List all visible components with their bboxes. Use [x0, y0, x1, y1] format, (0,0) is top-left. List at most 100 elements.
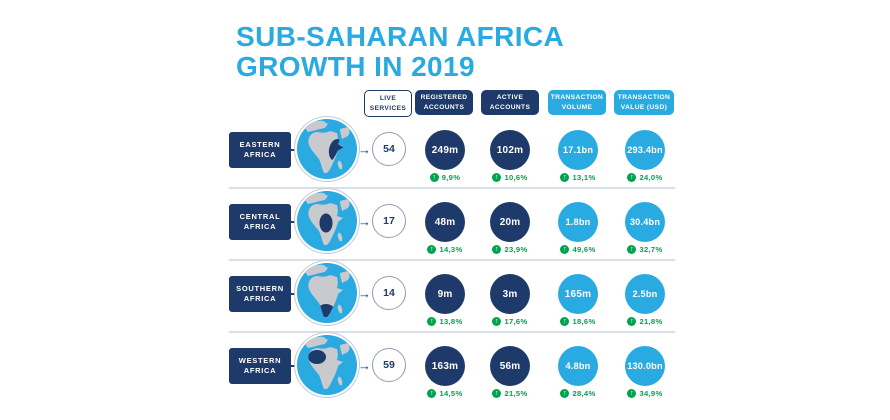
region-name-line: EASTERN — [239, 139, 281, 149]
growth-up-icon: ↑ — [627, 389, 637, 398]
value-growth: ↑ 21,8% — [613, 317, 677, 326]
growth-up-icon: ↑ — [627, 245, 637, 254]
active-accounts-value: 102m — [490, 130, 530, 170]
registered-growth: ↑ 9,9% — [413, 173, 477, 182]
growth-percent: 10,6% — [504, 173, 528, 182]
active-accounts-value: 3m — [490, 274, 530, 314]
region-name-line: WESTERN — [238, 355, 282, 365]
transaction-value-usd: 130.0bn — [625, 346, 665, 386]
growth-percent: 14,5% — [439, 389, 463, 398]
transaction-value-usd: 2.5bn — [625, 274, 665, 314]
growth-percent: 49,6% — [572, 245, 596, 254]
growth-up-icon: ↑ — [627, 317, 637, 326]
transaction-value-usd: 293.4bn — [625, 130, 665, 170]
growth-up-icon: ↑ — [427, 245, 437, 254]
volume-growth: ↑ 28,4% — [546, 389, 610, 398]
volume-growth: ↑ 18,6% — [546, 317, 610, 326]
arrow-right-icon: → — [358, 214, 371, 229]
header-line: ACTIVE — [496, 94, 524, 102]
growth-up-icon: ↑ — [560, 317, 570, 326]
region-row-southern-africa: SOUTHERN AFRICA → 14 9m 3m 165m 2.5bn ↑ — [0, 258, 890, 330]
growth-up-icon: ↑ — [427, 389, 437, 398]
region-row-central-africa: CENTRAL AFRICA → 17 48m 20m 1.8bn 30.4bn… — [0, 186, 890, 258]
header-line: LIVE — [379, 95, 397, 103]
growth-percent: 28,4% — [572, 389, 596, 398]
registered-accounts-value: 9m — [425, 274, 465, 314]
active-growth: ↑ 21,5% — [478, 389, 542, 398]
header-line: ACCOUNTS — [489, 103, 531, 111]
transaction-volume-value: 165m — [558, 274, 598, 314]
volume-growth: ↑ 13,1% — [546, 173, 610, 182]
region-label: EASTERN AFRICA — [229, 132, 291, 168]
registered-growth: ↑ 13,8% — [413, 317, 477, 326]
row-separator — [229, 331, 675, 333]
active-growth: ↑ 10,6% — [478, 173, 542, 182]
value-growth: ↑ 34,9% — [613, 389, 677, 398]
arrow-right-icon: → — [358, 286, 371, 301]
live-services-count: 14 — [372, 276, 406, 310]
growth-up-icon: ↑ — [560, 245, 570, 254]
header-line: TRANSACTION — [617, 94, 671, 102]
growth-percent: 17,6% — [504, 317, 528, 326]
title-line-2: GROWTH IN 2019 — [236, 51, 475, 83]
growth-percent: 9,9% — [441, 173, 461, 182]
growth-up-icon: ↑ — [627, 173, 637, 182]
region-label: SOUTHERN AFRICA — [229, 276, 291, 312]
growth-up-icon: ↑ — [429, 173, 439, 182]
growth-percent: 21,5% — [504, 389, 528, 398]
live-services-count: 59 — [372, 348, 406, 382]
title-line-1: SUB-SAHARAN AFRICA — [236, 21, 565, 52]
column-header-transaction-volume: TRANSACTION VOLUME — [548, 90, 606, 120]
column-header-transaction-value: TRANSACTION VALUE (USD) — [614, 90, 674, 120]
transaction-volume-value: 4.8bn — [558, 346, 598, 386]
africa-globe-icon — [294, 260, 360, 326]
region-label: CENTRAL AFRICA — [229, 204, 291, 240]
arrow-right-icon: → — [358, 142, 371, 157]
growth-percent: 13,8% — [439, 317, 463, 326]
growth-up-icon: ↑ — [560, 389, 570, 398]
live-services-count: 54 — [372, 132, 406, 166]
registered-accounts-value: 249m — [425, 130, 465, 170]
value-growth: ↑ 24,0% — [613, 173, 677, 182]
column-header-active-accounts: ACTIVE ACCOUNTS — [481, 90, 539, 120]
registered-accounts-value: 163m — [425, 346, 465, 386]
registered-growth: ↑ 14,5% — [413, 389, 477, 398]
growth-up-icon: ↑ — [492, 245, 502, 254]
growth-up-icon: ↑ — [427, 317, 437, 326]
region-label: WESTERN AFRICA — [229, 348, 291, 384]
growth-percent: 13,1% — [572, 173, 596, 182]
region-name-line: AFRICA — [243, 150, 277, 159]
region-name-line: CENTRAL — [239, 211, 281, 221]
live-services-count: 17 — [372, 204, 406, 238]
value-growth: ↑ 32,7% — [613, 245, 677, 254]
row-separator — [229, 259, 675, 261]
active-growth: ↑ 23,9% — [478, 245, 542, 254]
region-name-line: AFRICA — [243, 366, 277, 375]
growth-percent: 18,6% — [572, 317, 596, 326]
page-title: SUB-SAHARAN AFRICA GROWTH IN 2019 — [236, 21, 565, 83]
growth-percent: 23,9% — [504, 245, 528, 254]
row-separator — [229, 187, 675, 189]
growth-up-icon: ↑ — [492, 173, 502, 182]
transaction-volume-value: 17.1bn — [558, 130, 598, 170]
column-header-registered-accounts: REGISTERED ACCOUNTS — [415, 90, 473, 120]
growth-percent: 24,0% — [639, 173, 663, 182]
header-line: REGISTERED — [420, 94, 468, 102]
region-name-line: AFRICA — [243, 294, 277, 303]
arrow-right-icon: → — [358, 358, 371, 373]
header-line: ACCOUNTS — [423, 103, 465, 111]
growth-up-icon: ↑ — [492, 317, 502, 326]
region-name-line: AFRICA — [243, 222, 277, 231]
growth-percent: 34,9% — [639, 389, 663, 398]
growth-percent: 32,7% — [639, 245, 663, 254]
growth-up-icon: ↑ — [492, 389, 502, 398]
region-row-eastern-africa: EASTERN AFRICA → 54 249m 102m 17.1bn 293… — [0, 114, 890, 186]
transaction-volume-value: 1.8bn — [558, 202, 598, 242]
volume-growth: ↑ 49,6% — [546, 245, 610, 254]
active-accounts-value: 20m — [490, 202, 530, 242]
transaction-value-usd: 30.4bn — [625, 202, 665, 242]
registered-growth: ↑ 14,3% — [413, 245, 477, 254]
region-row-western-africa: WESTERN AFRICA → 59 163m 56m 4.8bn 130.0… — [0, 330, 890, 402]
africa-globe-icon — [294, 332, 360, 398]
